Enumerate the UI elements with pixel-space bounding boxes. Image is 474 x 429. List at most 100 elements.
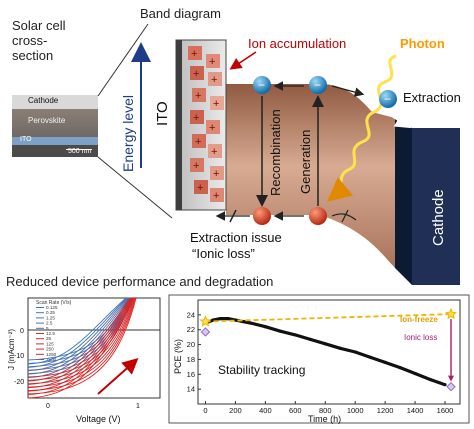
pce-data-point (278, 329, 282, 333)
cathode-label: Cathode (430, 189, 447, 246)
jv-curve-forward (27, 297, 136, 392)
jv-legend-item: 1250 (46, 352, 57, 357)
svg-text:+: + (191, 48, 197, 60)
micrograph-ito-label: ITO (20, 136, 32, 143)
pce-ytick-label: 20 (187, 340, 195, 349)
svg-text:+: + (197, 182, 203, 194)
pce-chart-border (168, 294, 470, 424)
perovskite-band (226, 84, 395, 268)
jv-legend-item: 0.125 (46, 305, 58, 310)
callout-line-bottom (97, 156, 173, 219)
ion-accumulation-arrow (229, 51, 257, 70)
solar-cell-label-line-3: section (12, 48, 54, 63)
callout-line-top (97, 23, 149, 97)
solar-cell-label: Solar cell cross- section (12, 18, 65, 63)
svg-text:+: + (193, 160, 199, 172)
micrograph-ito-layer (12, 137, 98, 145)
pce-xtick-label: 800 (319, 406, 332, 415)
jv-ylabel: J (mAcm⁻²) (7, 329, 16, 370)
pce-xtick-label: 1000 (347, 406, 364, 415)
hole-arrow-right (331, 213, 357, 221)
photon-label: Photon (400, 36, 445, 51)
pce-xtick-label: 1400 (407, 406, 424, 415)
pce-chart: PCE (%) Time (h) 0 200 400 600 800 1000 1200 14… (168, 294, 470, 424)
electron-2 (309, 76, 327, 94)
pce-data-point (383, 360, 387, 364)
svg-text:+: + (195, 90, 201, 102)
jv-chart: J (mAcm⁻²) Voltage (V) 0 -10 -20 0 1 Sca… (7, 297, 161, 424)
pce-data-point (218, 316, 223, 321)
jv-legend-item: 250 (46, 347, 54, 352)
pce-xlabel: Time (h) (308, 414, 341, 424)
micrograph-perovskite-layer (12, 109, 98, 137)
hole-extraction-block (229, 209, 237, 223)
svg-text:+: + (195, 136, 201, 148)
electron-arrow-right (331, 85, 365, 97)
pce-data-point (248, 321, 252, 325)
jv-xtick-1: 1 (136, 403, 140, 410)
jv-curve-reverse (27, 297, 135, 399)
photon-wave (327, 54, 397, 202)
band-diagram-title: Band diagram (140, 6, 221, 21)
pce-ytick-label: 14 (187, 385, 195, 394)
pce-data-point (353, 350, 357, 354)
micrograph-scale-label: 500 nm (68, 148, 92, 155)
generation-label: Generation (298, 130, 313, 194)
hole-2 (309, 207, 327, 225)
jv-trend-arrow (97, 358, 139, 395)
svg-text:+: + (193, 112, 199, 124)
pce-xtick-label: 200 (229, 406, 242, 415)
pce-data-point (323, 342, 327, 346)
jv-legend-item: 2.5 (46, 321, 53, 326)
ion-accumulation-label: Ion accumulation (248, 36, 346, 51)
recombination-label: Recombination (268, 109, 283, 196)
ion-freeze-star-start (199, 315, 212, 327)
pce-data-point (226, 316, 230, 321)
pce-annotations (199, 307, 458, 392)
micrograph-cathode-label: Cathode (28, 96, 59, 105)
pce-data-point (308, 337, 312, 341)
ion-accumulation-squares: + + + + + + + + + + + + + + (188, 46, 224, 202)
jv-legend-item: 25 (46, 336, 52, 341)
ito-label: ITO (154, 101, 171, 126)
electron-2-sign: − (314, 78, 321, 92)
pce-data-point (263, 325, 267, 329)
micrograph-substrate (12, 145, 98, 157)
energy-level-label: Energy level (120, 95, 136, 172)
extraction-white-arrow (381, 109, 412, 129)
bottom-section-title: Reduced device performance and degradati… (6, 274, 274, 289)
ionic-loss-label: Ionic loss (404, 333, 437, 342)
jv-xtick-0: 0 (46, 403, 50, 410)
pce-data-point (428, 377, 432, 382)
ion-freeze-star-end (445, 307, 458, 320)
pce-data-point (368, 355, 372, 359)
jv-legend-item: 125 (46, 341, 54, 346)
pce-data-point (293, 333, 297, 337)
jv-xlabel: Voltage (V) (76, 414, 121, 424)
pce-xtick-label: 400 (259, 406, 272, 415)
jv-legend: Scan Rate (V/s) 0.1250.251.252.5512.5251… (36, 300, 72, 362)
solar-cell-label-line-1: Solar cell (12, 18, 66, 33)
pce-xtick-label: 1200 (377, 406, 394, 415)
electron-3-sign: − (384, 92, 391, 106)
svg-text:+: + (213, 98, 219, 110)
pce-ytick-label: 16 (187, 370, 195, 379)
hole-arrow-right-block (341, 209, 349, 223)
pce-ytick-label: 24 (187, 310, 195, 319)
stability-tracking-label: Stability tracking (218, 363, 305, 377)
electron-1 (253, 76, 271, 94)
pce-plot-frame (197, 299, 461, 405)
pce-ytick-label: 18 (187, 355, 195, 364)
extraction-issue-label-line-1: Extraction issue (190, 230, 282, 245)
cathode-side (395, 118, 412, 285)
svg-text:+: + (209, 122, 215, 134)
micrograph-perovskite-label: Perovskite (28, 116, 66, 125)
end-diamond (446, 381, 456, 392)
svg-text:+: + (209, 56, 215, 68)
jv-curve-forward (27, 297, 137, 395)
extraction-label: Extraction (403, 90, 461, 105)
hole-1 (253, 207, 271, 225)
jv-legend-item: 5 (46, 326, 49, 331)
solar-cell-label-line-2: cross- (12, 33, 48, 48)
jv-legend-item: 0.25 (46, 310, 55, 315)
